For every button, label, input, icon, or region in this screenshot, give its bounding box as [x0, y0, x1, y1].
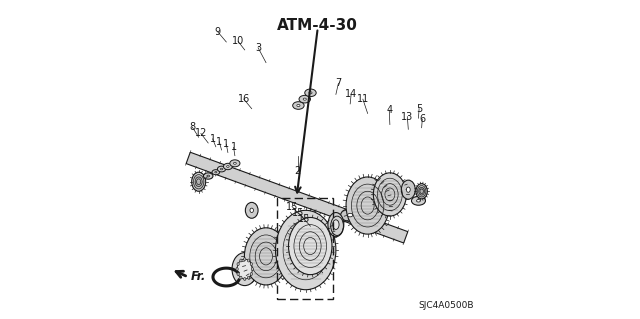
Text: 10: 10: [232, 36, 244, 46]
Text: 11: 11: [356, 94, 369, 104]
Ellipse shape: [340, 209, 360, 221]
Ellipse shape: [245, 202, 258, 218]
Ellipse shape: [333, 220, 339, 229]
Ellipse shape: [292, 102, 304, 109]
Ellipse shape: [207, 175, 209, 177]
Ellipse shape: [309, 92, 312, 94]
Text: 15: 15: [286, 202, 298, 211]
Text: 1: 1: [209, 134, 216, 144]
Ellipse shape: [401, 180, 415, 199]
Ellipse shape: [237, 263, 239, 266]
Text: 1: 1: [230, 142, 237, 152]
Ellipse shape: [416, 184, 428, 199]
Ellipse shape: [252, 268, 253, 271]
Ellipse shape: [250, 208, 253, 212]
Ellipse shape: [240, 259, 242, 262]
Ellipse shape: [237, 272, 239, 276]
Polygon shape: [186, 152, 408, 243]
Text: SJC4A0500B: SJC4A0500B: [419, 301, 474, 310]
Ellipse shape: [412, 196, 426, 205]
Ellipse shape: [417, 200, 420, 202]
Ellipse shape: [297, 104, 300, 107]
Ellipse shape: [373, 173, 406, 216]
Text: 13: 13: [401, 112, 413, 122]
Text: 3: 3: [255, 43, 261, 53]
Text: 1: 1: [216, 137, 222, 147]
Text: 14: 14: [345, 89, 357, 100]
Text: 7: 7: [335, 78, 342, 88]
Text: 8: 8: [189, 122, 195, 132]
Ellipse shape: [227, 166, 229, 167]
Text: 5: 5: [416, 104, 422, 114]
Ellipse shape: [348, 213, 353, 217]
Ellipse shape: [240, 276, 242, 279]
Text: Fr.: Fr.: [191, 270, 206, 283]
Ellipse shape: [212, 170, 220, 175]
Ellipse shape: [232, 253, 257, 286]
Ellipse shape: [406, 187, 410, 192]
Text: 9: 9: [214, 27, 221, 37]
Ellipse shape: [192, 172, 205, 191]
Ellipse shape: [218, 166, 226, 172]
Ellipse shape: [248, 259, 250, 262]
Text: 6: 6: [419, 114, 426, 124]
Ellipse shape: [346, 177, 389, 234]
Ellipse shape: [244, 278, 246, 280]
Ellipse shape: [223, 163, 232, 170]
Text: 4: 4: [386, 105, 392, 115]
Ellipse shape: [237, 259, 252, 279]
Ellipse shape: [250, 263, 252, 266]
Bar: [277, 197, 333, 299]
Ellipse shape: [244, 258, 246, 261]
Ellipse shape: [305, 89, 316, 97]
Text: 12: 12: [195, 129, 207, 138]
Ellipse shape: [289, 218, 332, 275]
Text: 16: 16: [237, 94, 250, 104]
Text: 15: 15: [292, 208, 305, 218]
Ellipse shape: [248, 276, 250, 279]
Ellipse shape: [236, 268, 238, 271]
Ellipse shape: [230, 160, 240, 167]
Ellipse shape: [215, 172, 217, 173]
Ellipse shape: [220, 168, 223, 170]
Ellipse shape: [303, 98, 307, 100]
Ellipse shape: [276, 210, 336, 290]
Ellipse shape: [328, 212, 344, 237]
Text: 2: 2: [294, 166, 301, 176]
Ellipse shape: [299, 95, 310, 103]
Ellipse shape: [244, 228, 287, 285]
Ellipse shape: [234, 162, 236, 164]
Text: ATM-4-30: ATM-4-30: [277, 18, 358, 33]
Text: 1: 1: [223, 139, 229, 149]
Ellipse shape: [204, 173, 213, 179]
Ellipse shape: [250, 272, 252, 276]
Text: 15: 15: [298, 214, 310, 224]
